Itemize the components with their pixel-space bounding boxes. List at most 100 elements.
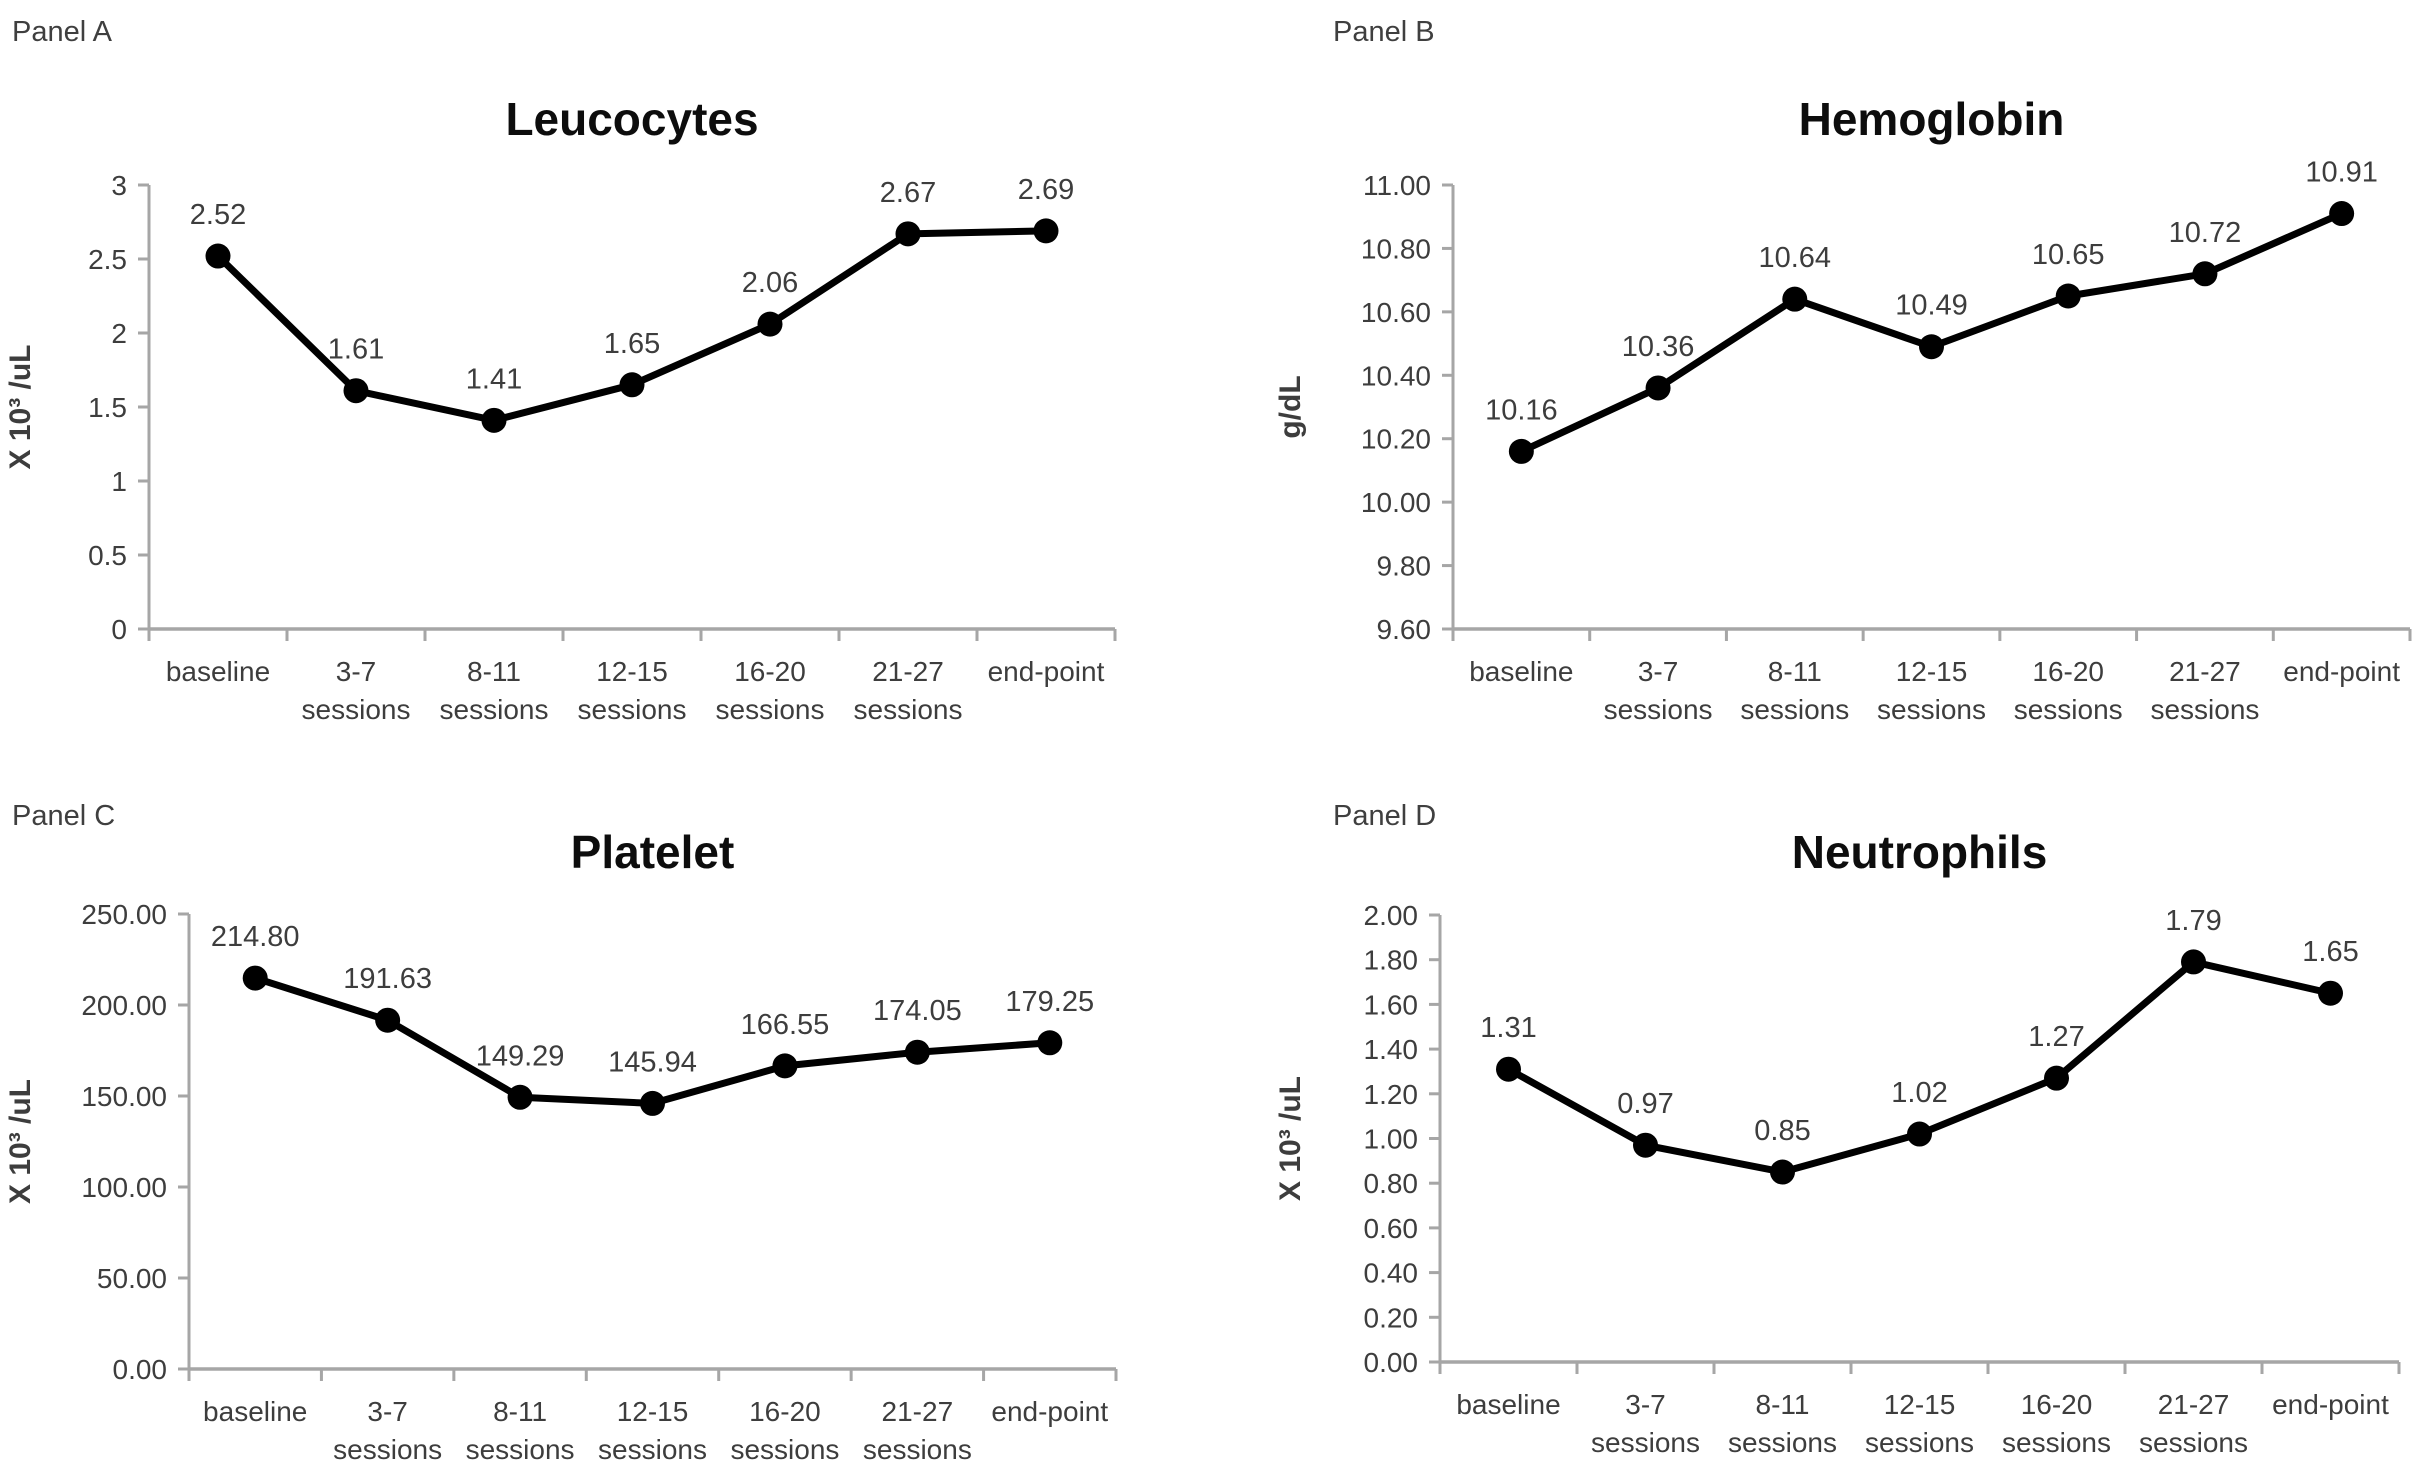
data-label: 10.64 <box>1758 242 1831 274</box>
category-label: sessions <box>2014 694 2123 725</box>
data-label: 149.29 <box>476 1040 565 1072</box>
y-tick-label: 11.00 <box>1363 170 1431 201</box>
category-label: 12-15 <box>617 1396 689 1427</box>
chart-title: Neutrophils <box>1792 826 2048 878</box>
category-label: sessions <box>854 694 963 725</box>
data-label: 179.25 <box>1005 986 1094 1018</box>
y-tick-label: 0.5 <box>88 540 127 571</box>
category-label: sessions <box>578 694 687 725</box>
category-label: 16-20 <box>2021 1389 2093 1420</box>
category-label: baseline <box>1456 1389 1560 1420</box>
category-label: baseline <box>203 1396 307 1427</box>
data-point <box>2055 283 2081 309</box>
y-tick-label: 2.00 <box>1364 900 1419 931</box>
y-tick-label: 1 <box>111 466 127 497</box>
category-label: sessions <box>1865 1427 1974 1458</box>
data-point <box>757 311 783 337</box>
y-tick-label: 1.5 <box>88 392 127 423</box>
category-label: end-point <box>988 656 1105 687</box>
panel-d: Panel D Neutrophils X 10³ /uL 0.00 0.20 0.40… <box>1215 740 2429 1478</box>
panel-c: Panel C Platelet X 10³ /uL 0.00 50.00 100.00… <box>0 740 1215 1478</box>
y-tick-label: 250.00 <box>81 899 167 930</box>
category-label: 12-15 <box>596 656 668 687</box>
data-point <box>1037 1030 1063 1056</box>
data-label: 10.72 <box>2169 217 2242 249</box>
data-point <box>2044 1065 2069 1091</box>
data-label: 2.52 <box>190 199 246 231</box>
panel-b-chart: Hemoglobin g/dL 9.60 9.80 10.00 10.20 10.40 10.… <box>1274 93 2412 725</box>
data-label: 1.65 <box>2302 936 2358 968</box>
data-point <box>895 221 921 247</box>
data-point <box>2192 261 2218 287</box>
category-label: end-point <box>991 1396 1108 1427</box>
chart-title: Hemoglobin <box>1799 93 2065 145</box>
panel-a-chart: Leucocytes X 10³ /uL 0 0.5 1 1.5 2 2.5 3 baseline… <box>4 93 1117 725</box>
data-label: 1.31 <box>1480 1012 1536 1044</box>
category-label: end-point <box>2272 1389 2389 1420</box>
data-point <box>2329 201 2355 227</box>
data-label: 1.02 <box>1891 1077 1947 1109</box>
y-axis-title: X 10³ /uL <box>4 1079 37 1204</box>
data-label: 10.36 <box>1622 331 1695 363</box>
panel-d-label: Panel D <box>1333 800 1437 832</box>
y-tick-label: 0.20 <box>1364 1302 1419 1333</box>
y-tick-label: 150.00 <box>81 1081 167 1112</box>
category-label: 16-20 <box>749 1396 821 1427</box>
y-tick-label: 2 <box>111 318 127 349</box>
category-label: sessions <box>440 694 549 725</box>
y-tick-label: 9.80 <box>1377 551 1432 582</box>
category-label: 21-27 <box>882 1396 954 1427</box>
category-label: 8-11 <box>493 1396 547 1427</box>
data-point <box>772 1053 798 1079</box>
panel-a-label: Panel A <box>12 16 112 48</box>
data-label: 214.80 <box>211 921 300 953</box>
data-label: 1.79 <box>2165 905 2221 937</box>
category-label: sessions <box>1604 694 1713 725</box>
data-label: 10.49 <box>1895 290 1968 322</box>
category-label: sessions <box>716 694 825 725</box>
data-label: 1.41 <box>466 363 522 395</box>
data-label: 2.67 <box>880 177 936 209</box>
y-tick-label: 200.00 <box>81 990 167 1021</box>
category-label: 12-15 <box>1896 656 1968 687</box>
category-label: sessions <box>1728 1427 1837 1458</box>
data-point <box>507 1084 533 1110</box>
y-axis-title: g/dL <box>1274 375 1307 438</box>
data-label: 2.06 <box>742 267 798 299</box>
data-point <box>242 965 268 991</box>
data-label: 0.97 <box>1617 1088 1673 1120</box>
data-point <box>1782 286 1808 312</box>
data-label: 10.91 <box>2305 157 2378 189</box>
y-tick-label: 10.80 <box>1361 233 1431 264</box>
y-tick-label: 3 <box>111 170 127 201</box>
category-label: baseline <box>1469 656 1573 687</box>
category-label: 3-7 <box>367 1396 407 1427</box>
y-tick-label: 0.60 <box>1364 1213 1419 1244</box>
panel-c-chart: Platelet X 10³ /uL 0.00 50.00 100.00 150.00 20… <box>4 826 1118 1465</box>
category-label: 21-27 <box>2158 1389 2230 1420</box>
data-point <box>375 1007 401 1033</box>
y-tick-label: 10.20 <box>1361 424 1431 455</box>
data-label: 1.27 <box>2028 1021 2084 1053</box>
data-point <box>904 1039 930 1065</box>
y-axis-title: X 10³ /uL <box>4 344 37 469</box>
category-label: 8-11 <box>1768 656 1822 687</box>
panel-a: Panel A Leucocytes X 10³ /uL 0 0.5 1 1.5 2 2.5 3… <box>0 0 1215 740</box>
y-tick-label: 1.20 <box>1364 1079 1419 1110</box>
data-point <box>481 407 507 433</box>
data-point <box>640 1090 665 1116</box>
data-label: 145.94 <box>608 1046 697 1078</box>
y-tick-label: 0.00 <box>1364 1347 1419 1378</box>
y-tick-label: 1.00 <box>1364 1124 1419 1155</box>
category-label: baseline <box>166 656 270 687</box>
panel-d-chart: Neutrophils X 10³ /uL 0.00 0.20 0.40 0.60 0.80… <box>1274 826 2401 1458</box>
y-tick-label: 10.00 <box>1361 487 1431 518</box>
data-label: 10.65 <box>2032 239 2105 271</box>
category-label: 3-7 <box>1625 1389 1665 1420</box>
data-point <box>1919 334 1944 360</box>
category-label: 3-7 <box>1638 656 1678 687</box>
data-point <box>2318 980 2343 1006</box>
data-label: 2.69 <box>1018 174 1074 206</box>
y-tick-label: 0 <box>111 614 127 645</box>
y-tick-label: 0.40 <box>1364 1258 1419 1289</box>
